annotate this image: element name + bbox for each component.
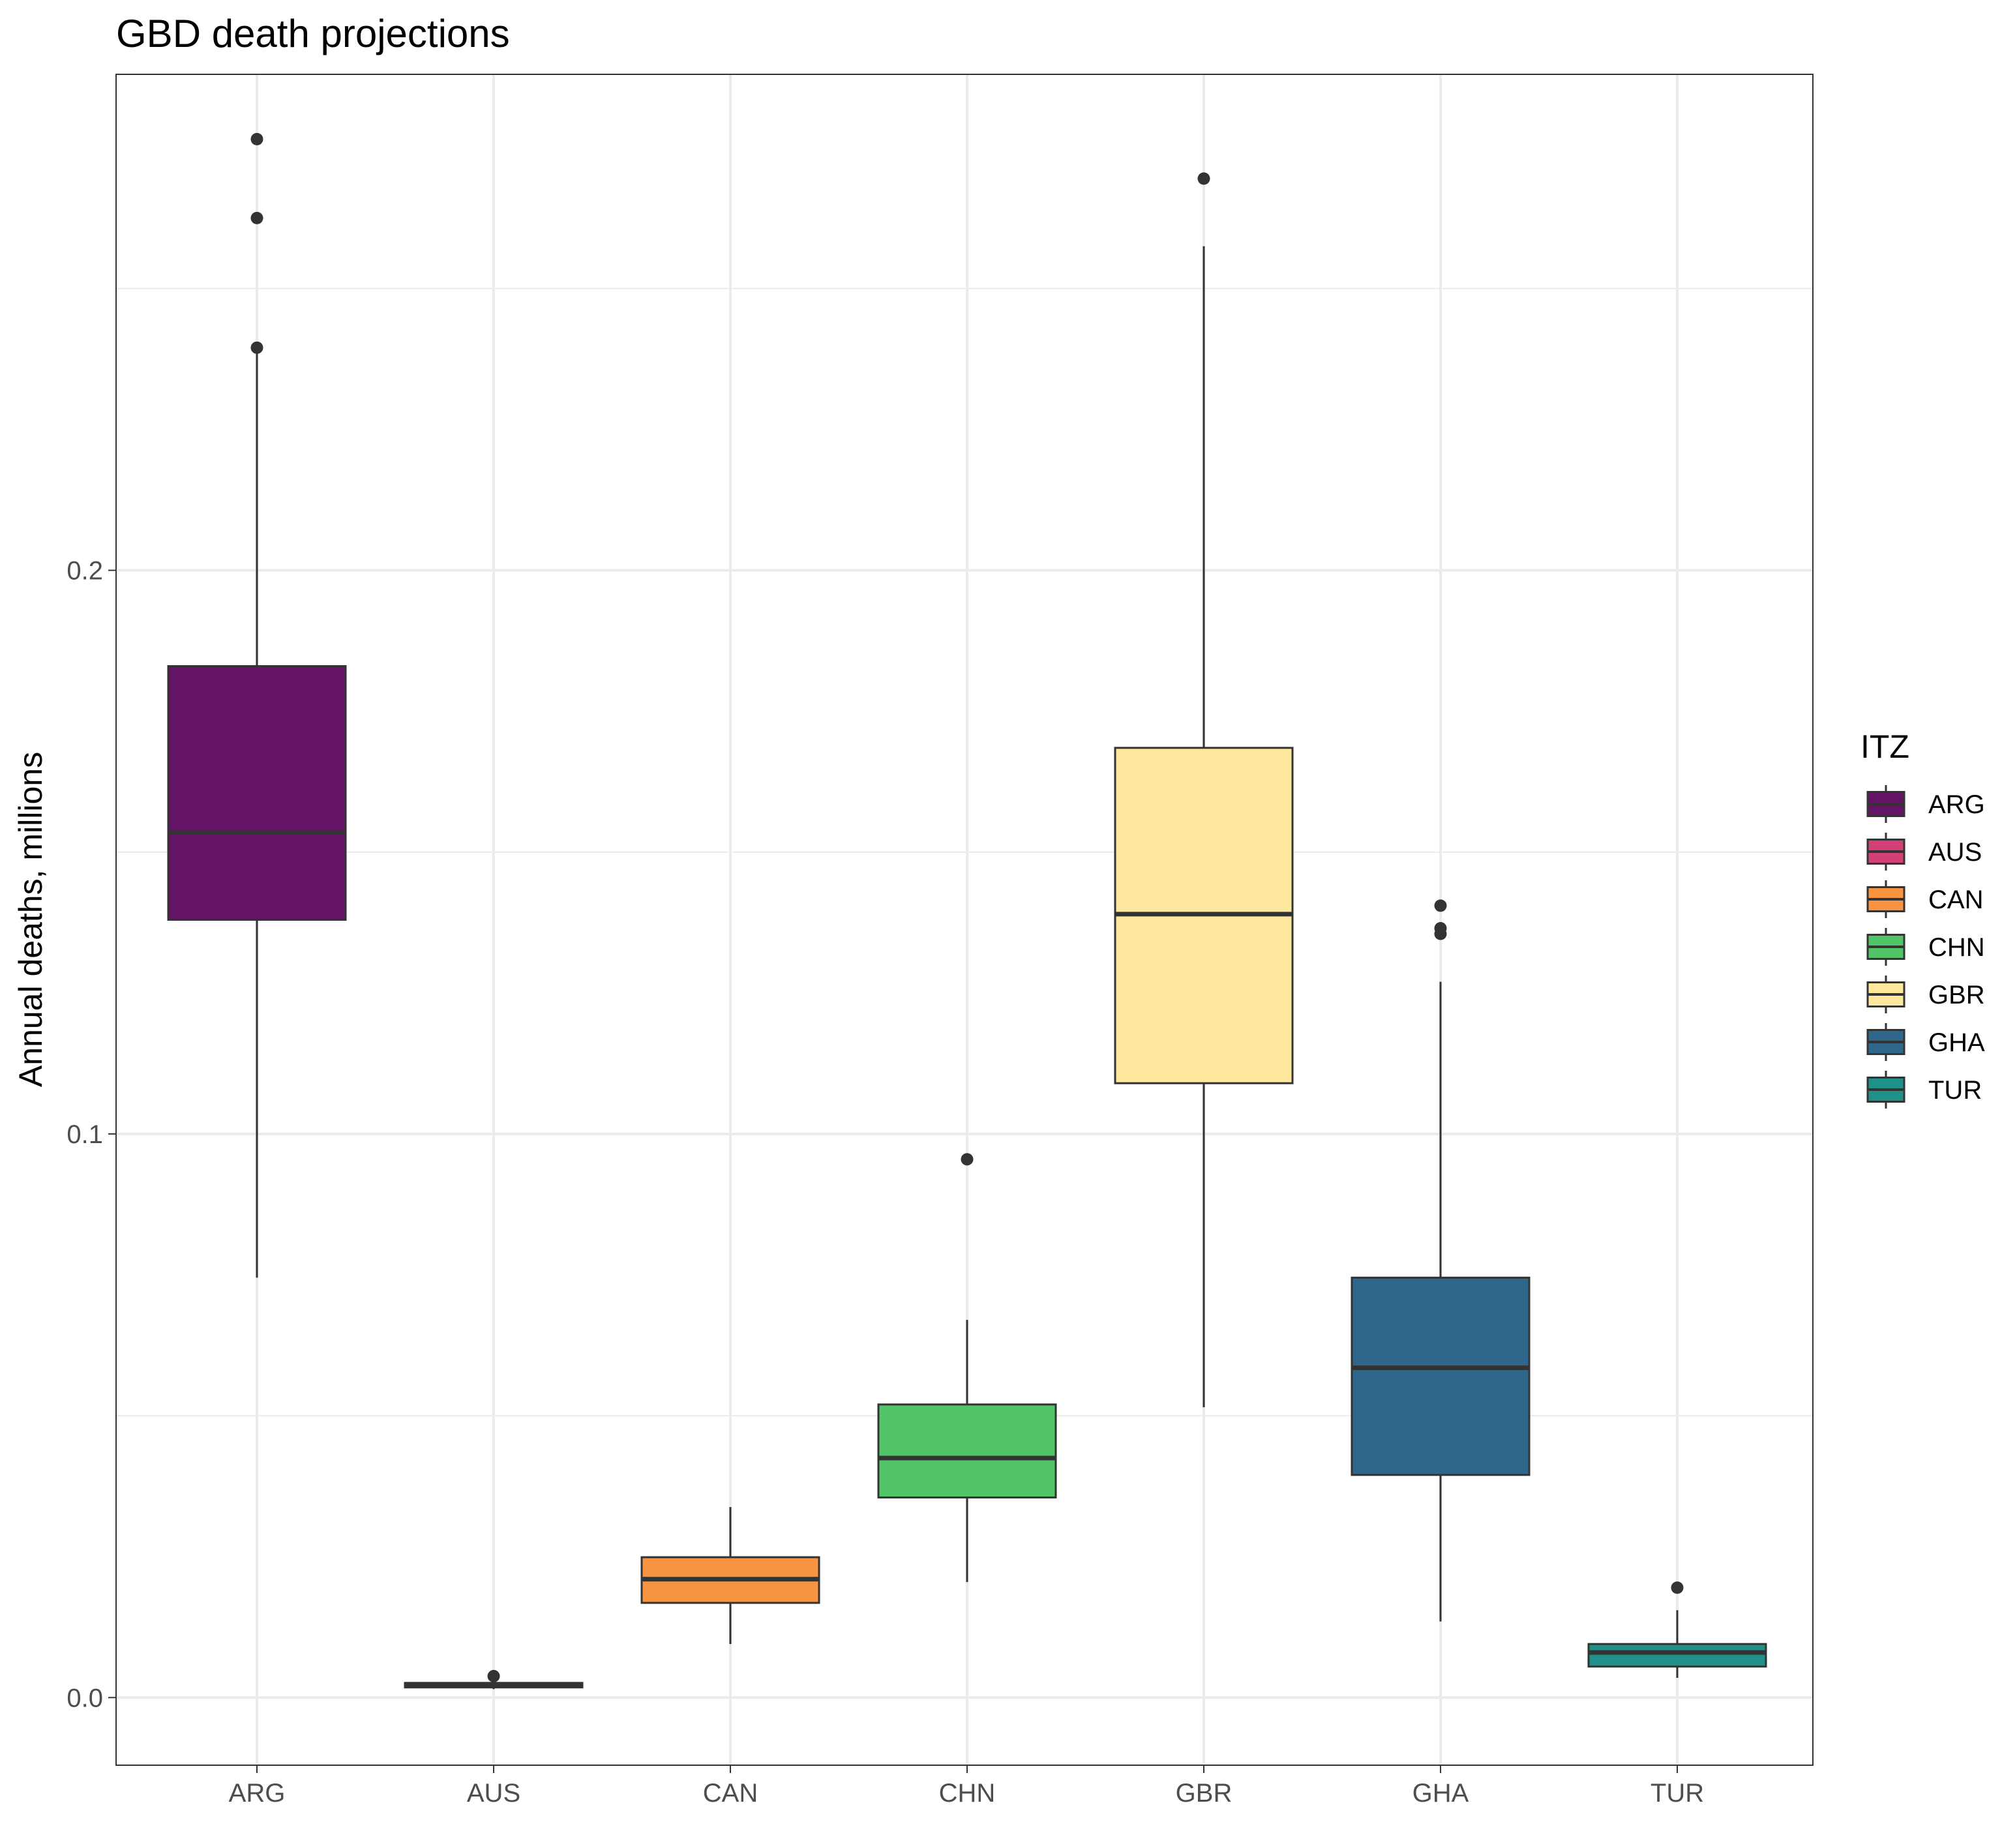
outlier-point <box>487 1669 500 1682</box>
legend-label: CHN <box>1928 933 1985 962</box>
legend-item-chn: CHN <box>1866 928 1985 966</box>
box-chn <box>877 1153 1057 1583</box>
box-layer <box>167 132 1767 1690</box>
legend-item-can: CAN <box>1866 880 1983 918</box>
legend-label: AUS <box>1928 838 1982 867</box>
axis-layer: 0.0 0.1 0.2 ARG AUS CAN CHN GBR GHA TUR <box>67 557 1704 1808</box>
legend-item-arg: ARG <box>1866 785 1985 823</box>
legend-item-gha: GHA <box>1866 1023 1985 1061</box>
box-iqr <box>877 1403 1057 1498</box>
box-arg <box>167 132 347 1278</box>
legend-label: CAN <box>1928 886 1983 914</box>
legend-item-gbr: GBR <box>1866 976 1985 1013</box>
outlier-point <box>1671 1581 1684 1594</box>
y-tick-label: 0.2 <box>67 557 103 586</box>
legend-title: ITZ <box>1860 728 1909 765</box>
x-tick-label: GHA <box>1412 1779 1469 1808</box>
y-tick-label: 0.1 <box>67 1120 103 1149</box>
legend-label: ARG <box>1928 790 1985 819</box>
outlier-point <box>250 341 263 354</box>
y-tick-label: 0.0 <box>67 1684 103 1712</box>
outlier-point <box>1434 899 1447 912</box>
box-gha <box>1351 899 1531 1622</box>
legend-item-aus: AUS <box>1866 833 1982 871</box>
outlier-point <box>1197 172 1210 185</box>
box-iqr <box>1351 1276 1531 1476</box>
x-tick-label: TUR <box>1651 1779 1704 1808</box>
legend-label: TUR <box>1928 1076 1982 1105</box>
legend-label: GHA <box>1928 1028 1985 1057</box>
box-iqr <box>167 665 347 921</box>
x-tick-label: CHN <box>939 1779 996 1808</box>
x-tick-label: AUS <box>467 1779 520 1808</box>
box-tur <box>1587 1581 1767 1678</box>
box-can <box>640 1507 820 1645</box>
legend: ITZ ARG AUS CAN CHN GBR GHA TUR <box>1860 728 1985 1109</box>
x-tick-label: CAN <box>703 1779 758 1808</box>
outlier-point <box>250 211 263 224</box>
plot-panel-border <box>115 74 1814 1766</box>
legend-item-tur: TUR <box>1866 1071 1982 1109</box>
box-gbr <box>1114 172 1294 1408</box>
plot-background <box>116 74 1813 1765</box>
x-tick-label: ARG <box>229 1779 286 1808</box>
y-axis-title: Annual deaths, millions <box>12 752 49 1087</box>
legend-label: GBR <box>1928 981 1985 1009</box>
outlier-point <box>250 132 263 145</box>
chart-title: GBD death projections <box>116 12 510 55</box>
x-tick-label: GBR <box>1176 1779 1233 1808</box>
outlier-point <box>1434 921 1447 934</box>
box-iqr <box>1587 1643 1767 1668</box>
outlier-point <box>961 1153 974 1166</box>
box-aus <box>404 1669 584 1690</box>
